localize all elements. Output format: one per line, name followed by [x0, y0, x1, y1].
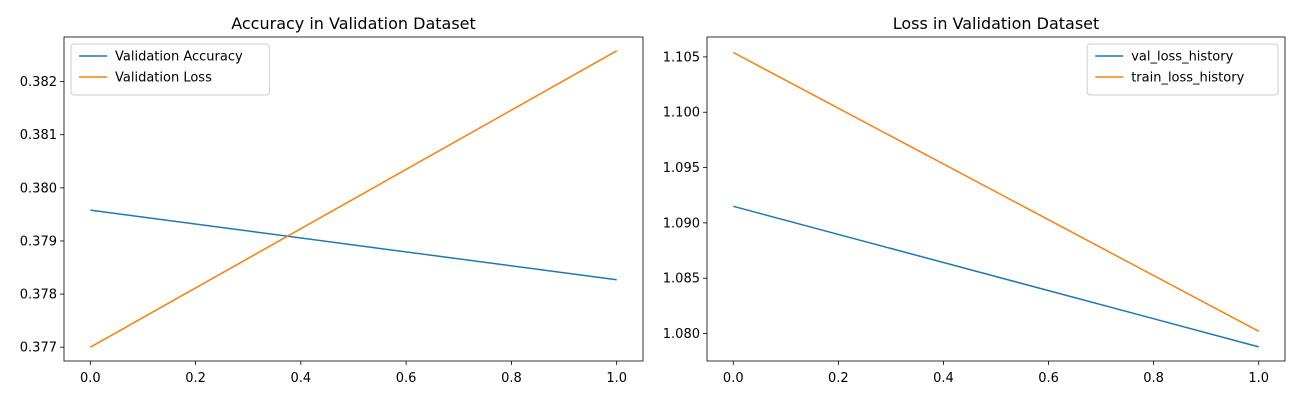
series-line — [90, 209, 617, 281]
chart-title: Loss in Validation Dataset — [893, 14, 1100, 33]
y-tick-label: 0.381 — [20, 128, 57, 143]
legend-label: Validation Loss — [115, 71, 212, 86]
y-tick-label: 1.100 — [663, 106, 700, 121]
x-tick-label: 0.8 — [501, 371, 522, 386]
y-tick-label: 1.105 — [663, 50, 700, 65]
legend-label: val_loss_history — [1131, 50, 1233, 65]
plot-area: 0.0 0.2 0.4 0.6 0.8 1.0 0.377 0.378 0.379 0.380 0.… — [20, 36, 644, 386]
y-tick-label: 1.095 — [663, 161, 700, 176]
y-tick-label: 0.377 — [20, 341, 57, 356]
y-tick-label: 1.090 — [663, 216, 700, 231]
legend-label: train_loss_history — [1131, 71, 1244, 86]
legend-label: Validation Accuracy — [115, 50, 243, 65]
y-tick-label: 0.378 — [20, 288, 57, 303]
accuracy-chart: Accuracy in Validation Dataset 0.0 0.2 0.4… — [20, 14, 644, 386]
x-tick-label: 0.6 — [396, 371, 417, 386]
y-tick-label: 0.382 — [20, 75, 57, 90]
chart-title: Accuracy in Validation Dataset — [231, 14, 476, 33]
x-tick-label: 0.8 — [1143, 371, 1164, 386]
legend-frame — [70, 43, 270, 96]
x-tick-label: 1.0 — [606, 371, 627, 386]
y-tick-label: 0.380 — [20, 181, 57, 196]
x-tick-label: 1.0 — [1248, 371, 1269, 386]
x-tick-label: 0.2 — [185, 371, 206, 386]
series-line — [89, 50, 618, 348]
legend: val_loss_history train_loss_history — [1086, 43, 1279, 96]
series-line — [732, 51, 1260, 333]
axes-frame — [706, 36, 1286, 362]
legend: Validation Accuracy Validation Loss — [70, 43, 270, 96]
y-tick-label: 1.080 — [663, 327, 700, 342]
x-tick-label: 0.6 — [1038, 371, 1059, 386]
x-tick-label: 0.4 — [291, 371, 312, 386]
loss-chart: Loss in Validation Dataset 0.0 0.2 0.4 0.6 0… — [663, 14, 1286, 386]
x-tick-label: 0.0 — [80, 371, 101, 386]
legend-frame — [1086, 43, 1279, 96]
x-tick-label: 0.4 — [933, 371, 954, 386]
y-tick-label: 0.379 — [20, 234, 57, 249]
plot-area: 0.0 0.2 0.4 0.6 0.8 1.0 1.080 1.085 1.090 1.095 1.… — [663, 36, 1286, 386]
axes-frame — [63, 36, 644, 362]
x-tick-label: 0.0 — [723, 371, 744, 386]
series-line — [733, 205, 1259, 348]
x-tick-label: 0.2 — [828, 371, 849, 386]
y-tick-label: 1.085 — [663, 272, 700, 287]
